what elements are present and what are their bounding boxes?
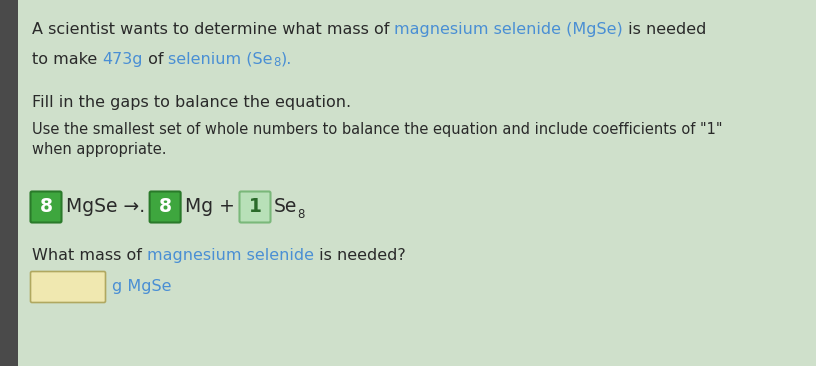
Text: Fill in the gaps to balance the equation.: Fill in the gaps to balance the equation…: [32, 95, 351, 110]
Text: 1: 1: [249, 198, 261, 217]
FancyBboxPatch shape: [30, 272, 105, 303]
Text: Se: Se: [274, 198, 297, 217]
Bar: [0, 0, 18, 366]
Text: Use the smallest set of whole numbers to balance the equation and include coeffi: Use the smallest set of whole numbers to…: [32, 122, 722, 137]
FancyBboxPatch shape: [30, 191, 61, 223]
Text: magnesium selenide: magnesium selenide: [147, 248, 314, 263]
Text: What mass of: What mass of: [32, 248, 147, 263]
Text: g MgSe: g MgSe: [112, 280, 171, 295]
Text: selenium (Se: selenium (Se: [168, 52, 273, 67]
Text: 8: 8: [273, 56, 281, 69]
Text: to make: to make: [32, 52, 102, 67]
Text: 8: 8: [158, 198, 171, 217]
Text: 473g: 473g: [102, 52, 143, 67]
Text: magnesium selenide (MgSe): magnesium selenide (MgSe): [394, 22, 623, 37]
Text: is needed: is needed: [623, 22, 707, 37]
FancyBboxPatch shape: [240, 191, 270, 223]
Text: of: of: [143, 52, 168, 67]
Text: 8: 8: [297, 208, 304, 220]
FancyBboxPatch shape: [149, 191, 180, 223]
Text: Mg +: Mg +: [185, 198, 235, 217]
Text: when appropriate.: when appropriate.: [32, 142, 166, 157]
Text: is needed?: is needed?: [314, 248, 406, 263]
Text: MgSe →.: MgSe →.: [66, 198, 145, 217]
Text: A scientist wants to determine what mass of: A scientist wants to determine what mass…: [32, 22, 394, 37]
Text: 8: 8: [39, 198, 52, 217]
Text: ).: ).: [281, 52, 292, 67]
